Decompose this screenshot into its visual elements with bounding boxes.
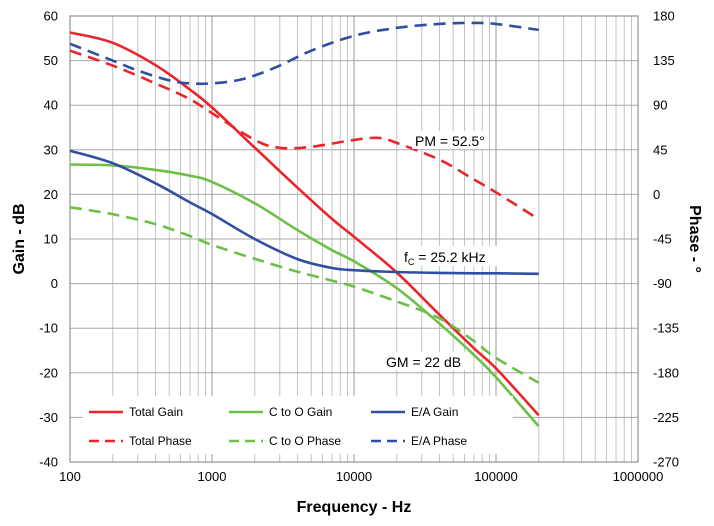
series-line-total-phase: [69, 49, 540, 221]
y-tick-label: 20: [44, 187, 58, 202]
y2-tick-label: 45: [653, 142, 667, 157]
series-line-c-to-o-phase: [69, 206, 540, 384]
x-tick-label: 100: [59, 469, 81, 484]
y-tick-label: 0: [51, 276, 58, 291]
legend-label-e-a-gain: E/A Gain: [411, 405, 458, 419]
x-axis-label: Frequency - Hz: [297, 499, 412, 516]
y2-axis-label: Phase - °: [686, 205, 703, 273]
annotation-gm-text: GM = 22 dB: [386, 354, 461, 370]
y-tick-labels: -40 -30 -20 -10 0 10 20 30 40 50 60: [39, 9, 58, 470]
legend: Total Gain C to O Gain E/A Gain Total Phase…: [83, 396, 513, 454]
annotation-gm: GM = 22 dB: [381, 352, 467, 370]
plot-area-border: [69, 15, 639, 463]
y-tick-label: 60: [44, 9, 58, 24]
annotation-fc-text: fC = 25.2 kHz: [404, 249, 486, 267]
y2-tick-label: -90: [653, 276, 672, 291]
y-tick-label: 30: [44, 142, 58, 157]
annotation-fc: fC = 25.2 kHz: [400, 246, 500, 267]
x-tick-label: 1000: [198, 469, 227, 484]
y2-tick-label: 180: [653, 9, 675, 24]
series-line-total-gain: [69, 31, 540, 417]
y-tick-label: 50: [44, 53, 58, 68]
legend-label-c-to-o-phase: C to O Phase: [269, 434, 341, 448]
annotation-gm-box: [381, 352, 467, 370]
y2-tick-label: -45: [653, 232, 672, 247]
grid: [69, 15, 638, 463]
series-line-e-a-phase: [69, 21, 539, 86]
legend-label-total-gain: Total Gain: [129, 405, 183, 419]
y2-tick-labels: -270 -225 -180 -135 -90 -45 0 45 90 135 180: [653, 9, 679, 470]
y-tick-label: -20: [39, 365, 58, 380]
x-tick-label: 10000: [336, 469, 372, 484]
legend-background: [83, 396, 513, 454]
y-tick-label: -40: [39, 455, 58, 470]
annotation-fc-sub: C: [408, 257, 415, 267]
y2-tick-label: -135: [653, 321, 679, 336]
y2-tick-label: 0: [653, 187, 660, 202]
annotation-pm-text: PM = 52.5°: [415, 133, 485, 149]
legend-label-total-phase: Total Phase: [129, 434, 192, 448]
y-tick-label: 40: [44, 98, 58, 113]
y-tick-label: -30: [39, 410, 58, 425]
y-axis-label: Gain - dB: [11, 203, 28, 274]
series-group: [69, 21, 540, 428]
annotation-fc-main: f: [404, 249, 408, 265]
legend-label-e-a-phase: E/A Phase: [411, 434, 467, 448]
annotation-fc-rest: = 25.2 kHz: [414, 249, 485, 265]
series-line-c-to-o-gain: [69, 163, 540, 428]
x-tick-labels: 100 1000 10000 100000 1000000: [59, 469, 663, 484]
y-tick-label: -10: [39, 321, 58, 336]
y2-tick-label: -270: [653, 455, 679, 470]
y2-tick-label: 135: [653, 53, 675, 68]
y2-tick-label: -180: [653, 365, 679, 380]
legend-label-c-to-o-gain: C to O Gain: [269, 405, 332, 419]
annotation-fc-box: [400, 246, 500, 266]
annotation-pm: PM = 52.5°: [412, 131, 486, 149]
y2-tick-label: 90: [653, 98, 667, 113]
x-tick-label: 100000: [474, 469, 517, 484]
y2-tick-label: -225: [653, 410, 679, 425]
series-line-e-a-gain: [69, 149, 539, 276]
x-tick-label: 1000000: [613, 469, 664, 484]
annotation-pm-box: [412, 131, 486, 149]
y-tick-label: 10: [44, 232, 58, 247]
